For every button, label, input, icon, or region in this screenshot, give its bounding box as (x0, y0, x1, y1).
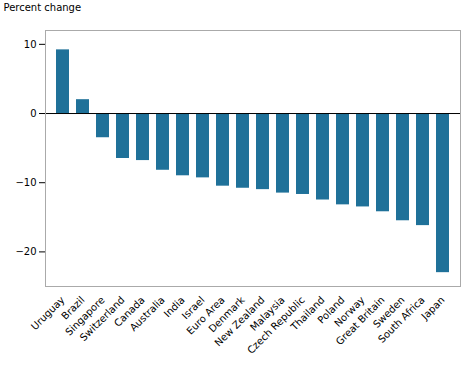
svg-text:Great Britain: Great Britain (333, 294, 387, 348)
svg-text:Malaysia: Malaysia (248, 294, 287, 333)
svg-text:−10: −10 (15, 177, 36, 188)
svg-text:0: 0 (30, 108, 36, 119)
svg-text:Brazil: Brazil (59, 294, 87, 322)
svg-text:Euro Area: Euro Area (184, 294, 227, 337)
svg-text:Canada: Canada (112, 294, 147, 329)
svg-text:South Africa: South Africa (376, 294, 427, 345)
svg-text:India: India (161, 294, 187, 320)
svg-text:New Zealand: New Zealand (212, 294, 267, 349)
svg-text:Percent change: Percent change (4, 2, 82, 13)
svg-text:Czech Republic: Czech Republic (245, 294, 307, 356)
svg-text:10: 10 (24, 39, 37, 50)
svg-text:−20: −20 (15, 246, 36, 257)
svg-text:Israel: Israel (179, 294, 207, 322)
svg-text:Denmark: Denmark (206, 294, 247, 335)
svg-text:Australia: Australia (128, 294, 167, 333)
svg-text:Thailand: Thailand (288, 294, 327, 333)
svg-text:Switzerland: Switzerland (77, 294, 127, 344)
svg-text:Norway: Norway (332, 294, 367, 329)
svg-text:Poland: Poland (315, 294, 347, 326)
svg-text:Japan: Japan (418, 294, 446, 322)
svg-text:Sweden: Sweden (370, 294, 407, 330)
svg-text:Singapore: Singapore (63, 294, 107, 338)
svg-text:Uruguay: Uruguay (28, 294, 67, 333)
